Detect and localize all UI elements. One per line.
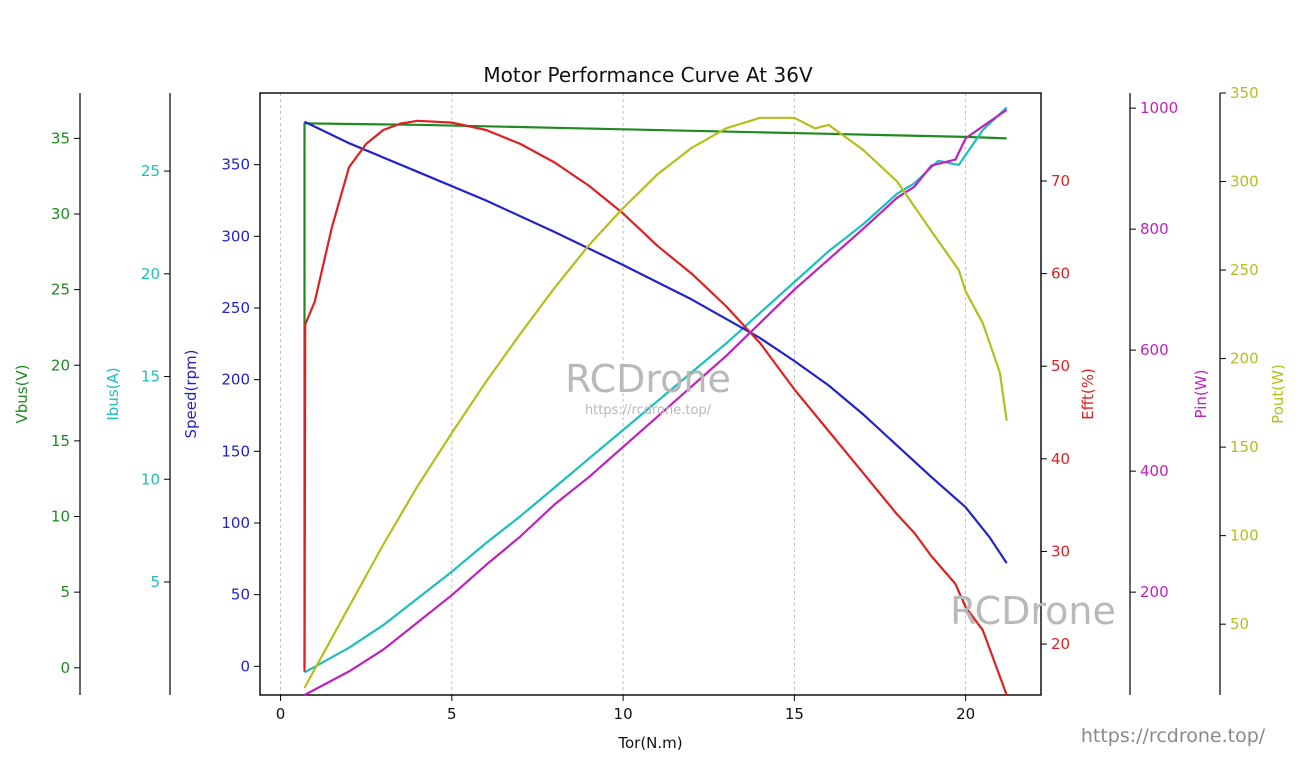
efft-tick-label: 40 — [1051, 450, 1070, 468]
series-lines — [303, 106, 1008, 696]
efft-axis-label: Efft(%) — [1079, 368, 1097, 420]
speed-tick-label: 50 — [231, 586, 250, 604]
pout-series-line — [303, 116, 1008, 689]
speed-tick-label: 0 — [240, 657, 250, 675]
pout-tick-label: 150 — [1230, 438, 1259, 456]
axis-labels: Tor(N.m) Vbus(V) Ibus(A) Speed(rpm) Efft(%) P… — [13, 349, 1287, 752]
speed-tick-label: 350 — [221, 156, 250, 174]
watermark-corner-url: https://rcdrone.top/ — [1081, 725, 1266, 747]
vbus-tick-label: 35 — [51, 129, 70, 147]
speed-tick-label: 250 — [221, 299, 250, 317]
speed-tick-label: 150 — [221, 442, 250, 460]
x-gridlines — [280, 93, 967, 695]
efft-tick-label: 20 — [1051, 635, 1070, 653]
ibus-tick-label: 25 — [141, 162, 160, 180]
vbus-tick-label: 15 — [51, 432, 70, 450]
pin-tick-label: 200 — [1140, 583, 1169, 601]
vbus-series-line — [303, 122, 1007, 668]
pout-axis-label: Pout(W) — [1269, 364, 1287, 424]
ibus-axis-label: Ibus(A) — [104, 367, 122, 420]
speed-tick-label: 200 — [221, 371, 250, 389]
speed-tick-label: 300 — [221, 227, 250, 245]
efft-tick-label: 60 — [1051, 265, 1070, 283]
x-tick-label: 0 — [276, 705, 286, 723]
watermark-center-big: RCDrone — [565, 357, 731, 401]
chart-title: Motor Performance Curve At 36V — [483, 63, 813, 87]
pin-series-line — [303, 108, 1008, 696]
x-tick-label: 10 — [614, 705, 633, 723]
efft-series-line — [303, 119, 1008, 696]
y-axes: 0510152025303551015202505010015020025030… — [51, 84, 1259, 695]
pout-tick-label: 200 — [1230, 350, 1259, 368]
ibus-tick-label: 20 — [141, 265, 160, 283]
pin-tick-label: 400 — [1140, 462, 1169, 480]
ibus-tick-label: 10 — [141, 470, 160, 488]
vbus-tick-label: 10 — [51, 508, 70, 526]
pout-tick-label: 50 — [1230, 615, 1249, 633]
pout-tick-label: 250 — [1230, 261, 1259, 279]
efft-tick-label: 70 — [1051, 172, 1070, 190]
plot-frame — [259, 92, 1042, 696]
x-axis: 0 5 10 15 20 — [276, 695, 975, 723]
vbus-tick-label: 25 — [51, 281, 70, 299]
pin-axis-label: Pin(W) — [1192, 370, 1210, 419]
watermark-center-small: https://rcdrone.top/ — [585, 403, 712, 418]
pout-tick-label: 300 — [1230, 173, 1259, 191]
pout-tick-label: 100 — [1230, 527, 1259, 545]
pout-tick-label: 350 — [1230, 84, 1259, 102]
vbus-tick-label: 30 — [51, 205, 70, 223]
ibus-tick-label: 5 — [150, 573, 160, 591]
vbus-axis-label: Vbus(V) — [13, 364, 31, 423]
efft-tick-label: 30 — [1051, 542, 1070, 560]
x-tick-label: 15 — [785, 705, 804, 723]
ibus-tick-label: 15 — [141, 368, 160, 386]
speed-series-line — [304, 120, 1008, 564]
x-axis-label: Tor(N.m) — [617, 734, 682, 752]
speed-axis-label: Speed(rpm) — [182, 349, 200, 438]
watermark-corner-big: RCDrone — [950, 589, 1116, 633]
x-tick-label: 5 — [447, 705, 457, 723]
vbus-tick-label: 0 — [60, 659, 70, 677]
pin-tick-label: 600 — [1140, 341, 1169, 359]
x-tick-label: 20 — [956, 705, 975, 723]
vbus-tick-label: 20 — [51, 356, 70, 374]
speed-tick-label: 100 — [221, 514, 250, 532]
vbus-tick-label: 5 — [60, 583, 70, 601]
efft-tick-label: 50 — [1051, 357, 1070, 375]
pin-tick-label: 800 — [1140, 220, 1169, 238]
pin-tick-label: 1000 — [1140, 99, 1178, 117]
